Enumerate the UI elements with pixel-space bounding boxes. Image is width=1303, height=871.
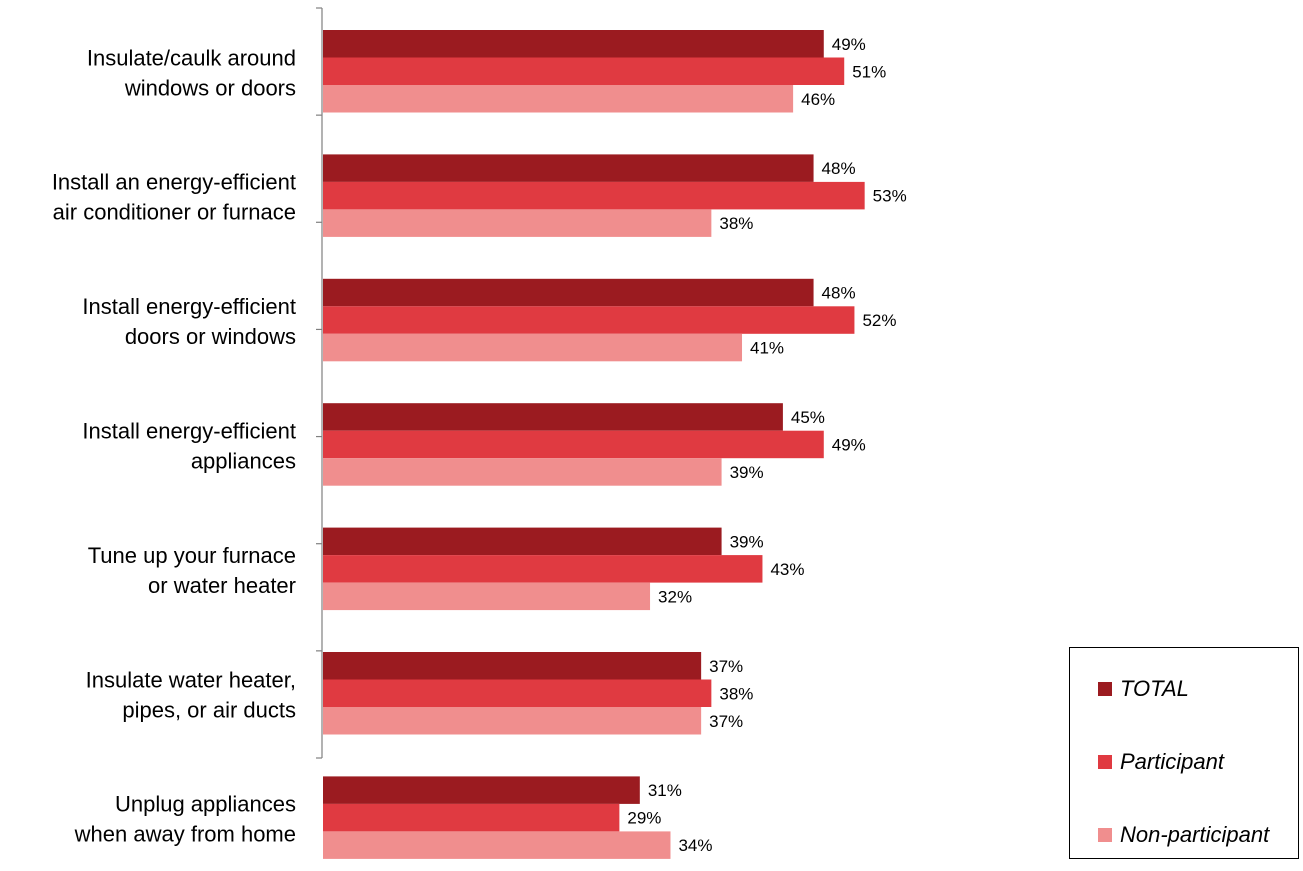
legend-label-non-participant: Non-participant <box>1120 822 1270 847</box>
data-label: 37% <box>709 712 743 731</box>
legend-item-participant: Participant <box>1098 749 1224 775</box>
data-label: 52% <box>862 311 896 330</box>
bar-total <box>323 278 814 307</box>
data-label: 34% <box>678 836 712 855</box>
legend-label-participant: Participant <box>1120 749 1224 774</box>
data-label: 32% <box>658 587 692 606</box>
bar-non-participant <box>323 85 794 113</box>
data-label: 37% <box>709 657 743 676</box>
legend-label-total: TOTAL <box>1120 676 1189 701</box>
data-label: 49% <box>832 35 866 54</box>
category-label: appliances <box>191 448 296 473</box>
category-label: when away from home <box>74 822 296 847</box>
category-label: Insulate water heater, <box>86 667 296 692</box>
bar-total <box>323 776 640 804</box>
bar-participant <box>323 57 845 85</box>
legend-item-total: TOTAL <box>1098 676 1189 702</box>
bar-non-participant <box>323 209 712 237</box>
data-label: 43% <box>770 560 804 579</box>
category-label: Install energy-efficient <box>82 418 296 443</box>
bar-participant <box>323 679 712 707</box>
data-label: 39% <box>730 532 764 551</box>
legend: TOTAL Participant Non-participant <box>1069 647 1299 859</box>
data-label: 41% <box>750 339 784 358</box>
data-label: 38% <box>719 684 753 703</box>
category-label: Install energy-efficient <box>82 294 296 319</box>
data-label: 48% <box>822 159 856 178</box>
data-label: 45% <box>791 408 825 427</box>
legend-swatch-total <box>1098 682 1112 696</box>
category-label: Unplug appliances <box>115 792 296 817</box>
data-label: 29% <box>627 809 661 828</box>
bar-participant <box>323 306 855 334</box>
legend-swatch-non-participant <box>1098 828 1112 842</box>
legend-swatch-participant <box>1098 755 1112 769</box>
category-label: Insulate/caulk around <box>87 45 296 70</box>
category-label: Tune up your furnace <box>88 543 296 568</box>
category-label: windows or doors <box>124 75 296 100</box>
legend-item-non-participant: Non-participant <box>1098 822 1269 848</box>
bar-participant <box>323 555 763 583</box>
category-label: doors or windows <box>125 324 296 349</box>
bar-non-participant <box>323 458 722 486</box>
bar-total <box>323 527 722 556</box>
bar-participant <box>323 430 824 459</box>
bar-non-participant <box>323 707 702 735</box>
bar-participant <box>323 803 620 832</box>
data-label: 49% <box>832 435 866 454</box>
category-label: air conditioner or furnace <box>53 200 296 225</box>
bar-total <box>323 30 824 58</box>
data-label: 38% <box>719 214 753 233</box>
bar-total <box>323 403 783 431</box>
category-label: pipes, or air ducts <box>122 697 296 722</box>
data-label: 46% <box>801 90 835 109</box>
category-label: Install an energy-efficient <box>52 170 296 195</box>
bar-total <box>323 154 814 182</box>
bar-non-participant <box>323 831 671 859</box>
bar-total <box>323 652 702 680</box>
data-label: 48% <box>822 284 856 303</box>
bar-non-participant <box>323 582 651 611</box>
data-label: 39% <box>730 463 764 482</box>
data-label: 53% <box>873 187 907 206</box>
data-label: 51% <box>852 62 886 81</box>
bar-non-participant <box>323 333 743 362</box>
bar-participant <box>323 181 865 210</box>
category-label: or water heater <box>148 573 296 598</box>
data-label: 31% <box>648 781 682 800</box>
